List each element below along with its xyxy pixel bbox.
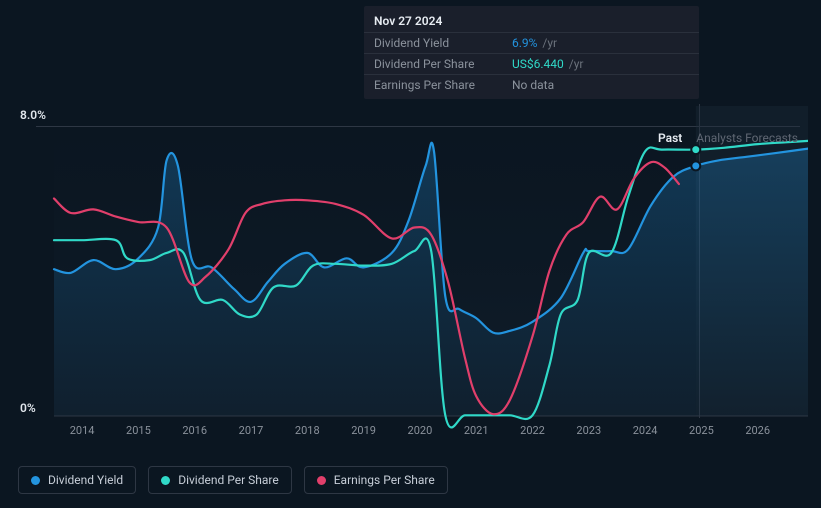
- legend-dot: [161, 476, 170, 485]
- tooltip-row: Dividend Yield6.9% /yr: [364, 32, 699, 53]
- x-tick-label: 2020: [408, 424, 433, 437]
- legend-item[interactable]: Earnings Per Share: [304, 466, 448, 494]
- x-tick-label: 2023: [576, 424, 601, 437]
- legend-dot: [317, 476, 326, 485]
- legend-label: Dividend Per Share: [178, 473, 279, 487]
- legend-item[interactable]: Dividend Yield: [18, 466, 136, 494]
- tooltip-row-label: Earnings Per Share: [374, 78, 512, 92]
- tooltip-row: Dividend Per ShareUS$6.440 /yr: [364, 53, 699, 74]
- chart-container: 8.0% 0% 20142015201620172018201920202021…: [18, 0, 808, 455]
- x-tick-label: 2022: [520, 424, 545, 437]
- tooltip-row: Earnings Per ShareNo data: [364, 74, 699, 95]
- legend-label: Dividend Yield: [48, 473, 123, 487]
- legend-label: Earnings Per Share: [334, 473, 435, 487]
- toggle-past[interactable]: Past: [658, 131, 682, 145]
- legend-item[interactable]: Dividend Per Share: [148, 466, 292, 494]
- x-tick-label: 2026: [745, 424, 770, 437]
- chart-legend: Dividend Yield Dividend Per Share Earnings…: [18, 466, 448, 494]
- chart-tooltip: Nov 27 2024 Dividend Yield6.9% /yrDivide…: [364, 6, 699, 99]
- x-tick-label: 2025: [689, 424, 714, 437]
- tooltip-row-value: No data: [512, 78, 554, 92]
- tooltip-row-value: 6.9% /yr: [512, 36, 557, 50]
- x-tick-label: 2017: [239, 424, 264, 437]
- x-tick-label: 2019: [351, 424, 376, 437]
- x-tick-label: 2024: [633, 424, 658, 437]
- time-range-toggle[interactable]: Past Analysts Forecasts: [658, 131, 798, 145]
- tooltip-row-label: Dividend Per Share: [374, 57, 512, 71]
- x-tick-label: 2015: [126, 424, 151, 437]
- x-tick-label: 2014: [70, 424, 95, 437]
- tooltip-date: Nov 27 2024: [364, 12, 699, 32]
- tooltip-row-label: Dividend Yield: [374, 36, 512, 50]
- x-tick-label: 2018: [295, 424, 320, 437]
- tooltip-row-value: US$6.440 /yr: [512, 57, 583, 71]
- toggle-forecasts[interactable]: Analysts Forecasts: [696, 131, 798, 145]
- x-tick-label: 2016: [182, 424, 207, 437]
- x-tick-label: 2021: [464, 424, 489, 437]
- legend-dot: [31, 476, 40, 485]
